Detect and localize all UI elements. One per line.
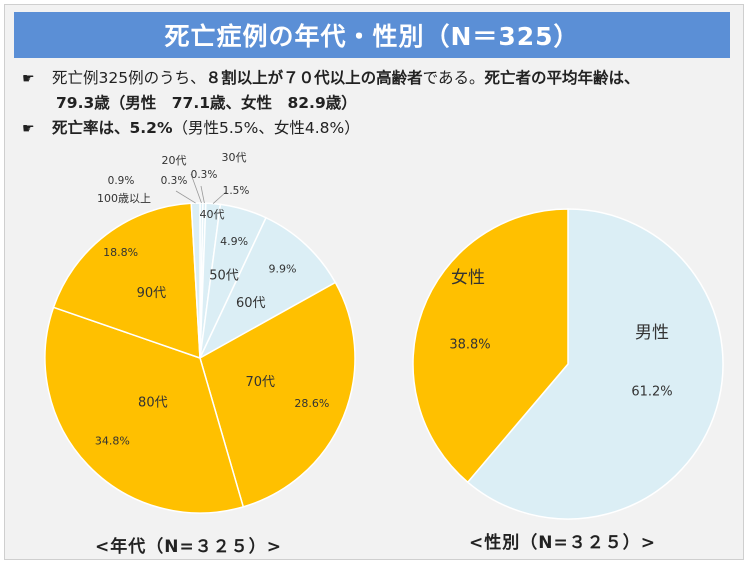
bullet-3-text-a: 死亡率は、5.2% xyxy=(52,119,173,137)
age-leader-line-2 xyxy=(212,191,227,204)
age-value-label-7: 18.8% xyxy=(103,246,138,259)
age-value-label-5: 28.6% xyxy=(294,397,329,410)
sex-pie-slice-1 xyxy=(412,208,569,484)
age-value-label-4: 9.9% xyxy=(269,263,297,276)
age-category-label-4: 60代 xyxy=(236,296,266,311)
bullet-1-text-a: 死亡例325例のうち、 xyxy=(52,69,206,87)
age-value-label-1: 0.3% xyxy=(191,169,218,181)
age-category-label-7: 90代 xyxy=(137,286,167,301)
age-leader-line-0 xyxy=(190,173,202,204)
bullet-line-3: ☛ 死亡率は、5.2%（男性5.5%、女性4.8%） xyxy=(22,116,360,138)
bullet-3-text-b: （男性5.5%、女性4.8%） xyxy=(172,119,360,137)
age-category-label-6: 80代 xyxy=(138,395,168,410)
age-leader-line-1 xyxy=(200,185,205,204)
age-chart-caption: <年代（N=３２５）> xyxy=(95,537,282,557)
bullet-1-text-d: 死亡者の平均年齢は、 xyxy=(484,69,640,87)
sex-chart-caption: <性別（N=３２５）> xyxy=(469,533,656,553)
age-category-label-8: 100歳以上 xyxy=(97,192,151,205)
sex-value-label-0: 61.2% xyxy=(631,385,672,400)
age-value-label-6: 34.8% xyxy=(95,434,130,447)
bullet-line-1: ☛ 死亡例325例のうち、８割以上が７０代以上の高齢者である。死亡者の平均年齢は、 xyxy=(22,66,639,88)
age-value-label-8: 0.9% xyxy=(108,175,135,187)
bullet-1-text-b: ８割以上が７０代以上の高齢者 xyxy=(205,69,423,87)
bullet-line-2: 79.3歳（男性 77.1歳、女性 82.9歳） xyxy=(56,94,357,112)
age-pie-slice-8 xyxy=(190,202,201,359)
age-category-label-0: 20代 xyxy=(162,154,187,167)
age-leader-line-8 xyxy=(175,190,196,204)
age-pie-slice-5 xyxy=(199,281,356,508)
slide-title: 死亡症例の年代・性別（N＝325） xyxy=(14,12,730,58)
age-value-label-0: 0.3% xyxy=(161,175,188,187)
sex-category-label-0: 男性 xyxy=(635,323,669,343)
sex-pie-slice-0 xyxy=(466,208,724,520)
age-category-label-3: 50代 xyxy=(209,269,239,284)
age-pie-slice-7 xyxy=(52,202,201,360)
age-value-label-2: 1.5% xyxy=(223,185,250,197)
sex-category-label-1: 女性 xyxy=(451,268,485,288)
age-category-label-1: 30代 xyxy=(222,151,247,164)
sex-value-label-1: 38.8% xyxy=(449,338,490,353)
pointing-hand-icon: ☛ xyxy=(22,121,35,137)
age-value-label-3: 4.9% xyxy=(220,235,248,248)
age-category-label-5: 70代 xyxy=(245,375,275,390)
age-pie-slice-6 xyxy=(44,306,245,514)
bullet-1-text-c: である。 xyxy=(422,69,485,87)
pointing-hand-icon: ☛ xyxy=(22,71,35,87)
age-pie-slice-4 xyxy=(198,216,337,360)
age-category-label-2: 40代 xyxy=(200,208,225,221)
